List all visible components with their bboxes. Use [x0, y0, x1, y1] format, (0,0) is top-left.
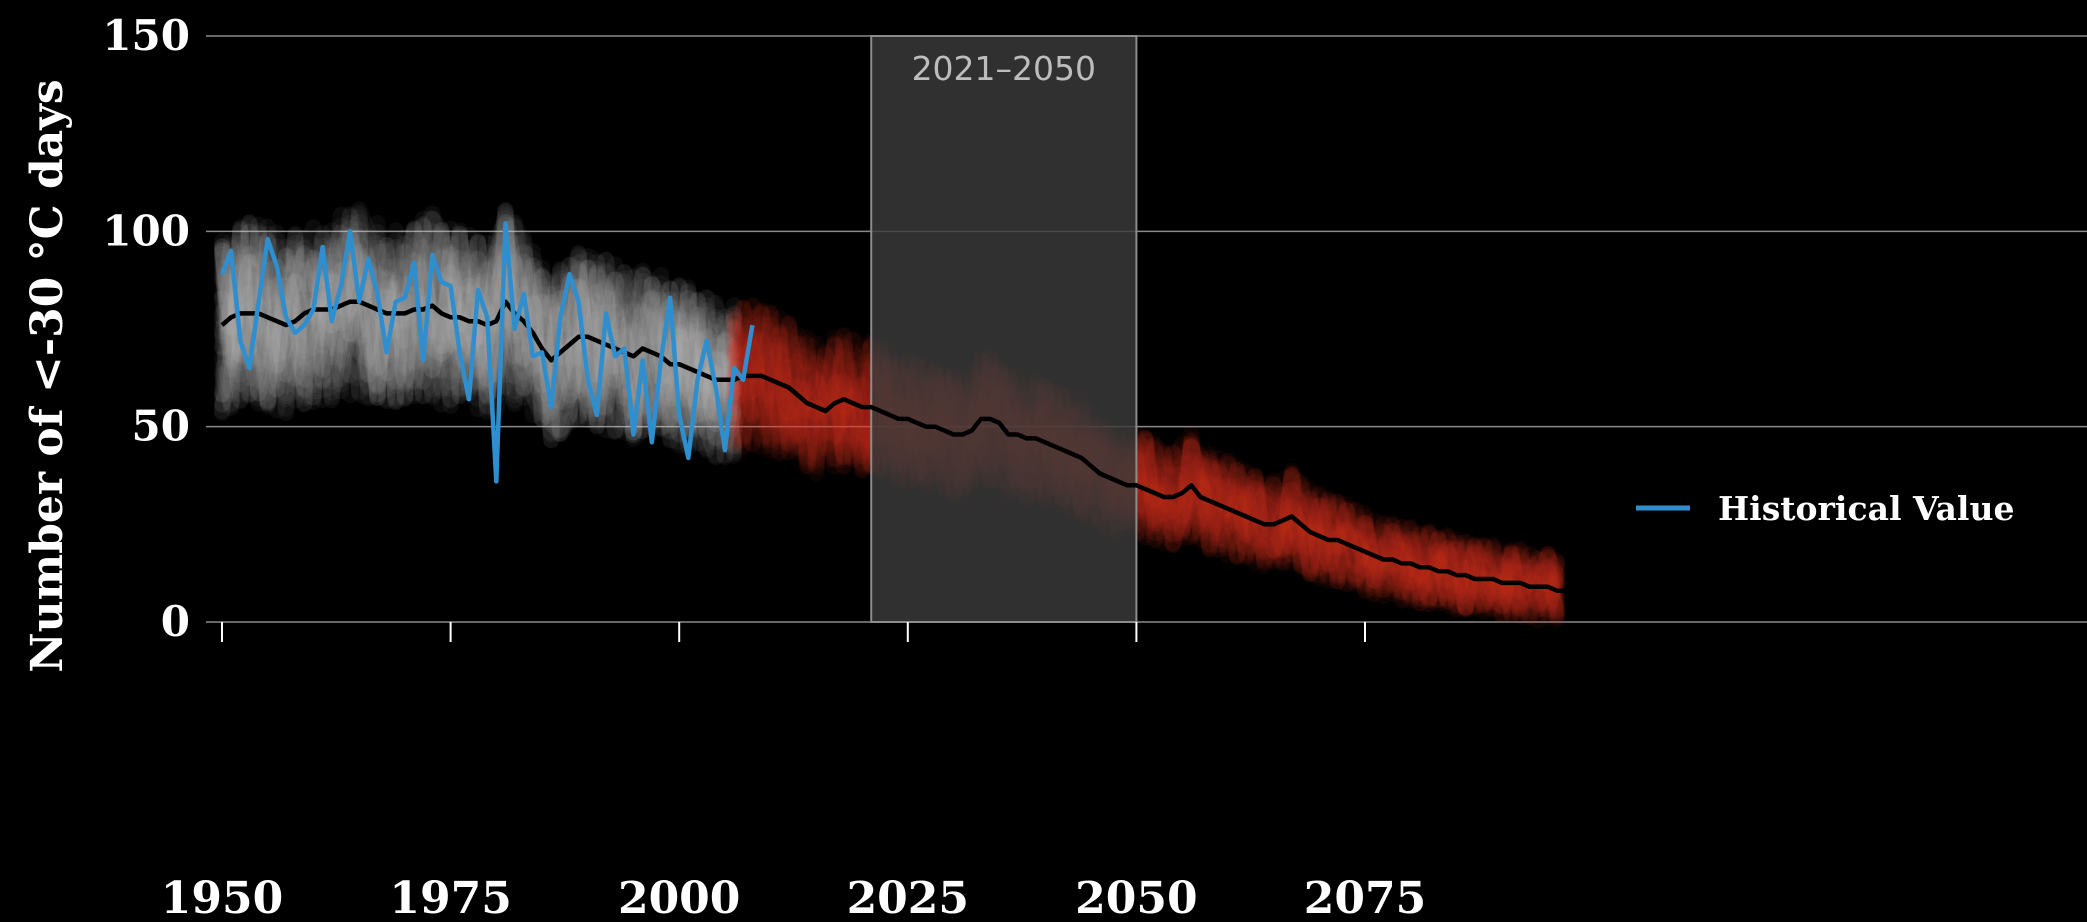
y-axis: 0 50 100 150	[102, 11, 190, 646]
historical-ensemble-member-16	[214, 206, 743, 439]
ensemble-mean-line	[220, 299, 1567, 593]
x-axis: 1950 1975 2000 2025 2050 2075	[161, 622, 1426, 922]
x-tick-label-2050: 2050	[1075, 873, 1197, 922]
historical-ensemble-member-28	[214, 213, 743, 441]
historical-ensemble-member-27	[214, 210, 743, 448]
historical-value-line	[219, 221, 755, 484]
x-tick-label-2025: 2025	[847, 873, 969, 922]
legend: Historical Value	[1636, 489, 2014, 528]
historical-ensemble-member-0	[214, 214, 743, 439]
highlight-span: 2021–2050	[870, 35, 1138, 623]
y-tick-label-100: 100	[102, 206, 190, 255]
historical-ensemble-member-32	[214, 226, 743, 464]
historical-ensemble-member-31	[214, 203, 743, 442]
historical-ensemble-member-26	[214, 217, 743, 451]
historical-ensemble-member-11	[214, 213, 743, 433]
historical-ensemble-member-22	[214, 203, 743, 440]
historical-ensemble-member-29	[214, 222, 743, 440]
x-tick-label-2000: 2000	[618, 873, 740, 922]
historical-ensemble-member-21	[214, 216, 743, 464]
historical-ensemble-member-23	[214, 201, 743, 434]
historical-ensemble-member-20	[214, 225, 743, 466]
x-tick-label-1950: 1950	[161, 873, 283, 922]
historical-ensemble-member-17	[214, 226, 743, 459]
x-tick-label-1975: 1975	[389, 873, 511, 922]
highlight-span-rect	[870, 35, 1138, 623]
y-axis-label: Number of <-30 °C days	[22, 79, 73, 672]
grid	[206, 35, 2087, 623]
y-tick-label-0: 0	[161, 597, 190, 646]
historical-ensemble-member-24	[214, 225, 743, 444]
legend-label-historical-value: Historical Value	[1718, 489, 2014, 528]
series-lines	[219, 221, 1567, 593]
historical-ensemble-member-18	[214, 206, 743, 428]
y-tick-label-150: 150	[102, 11, 190, 60]
historical-ensemble-member-30	[214, 220, 743, 443]
y-tick-label-50: 50	[132, 402, 190, 451]
historical-ensemble-member-7	[214, 229, 743, 466]
x-tick-label-2075: 2075	[1304, 873, 1426, 922]
historical-ensemble-member-13	[214, 223, 743, 453]
highlight-span-label: 2021–2050	[912, 49, 1096, 88]
